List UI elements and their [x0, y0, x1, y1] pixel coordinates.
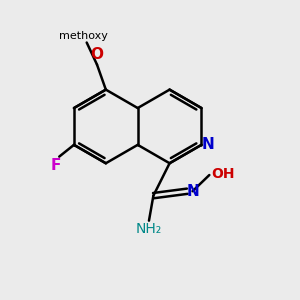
Text: O: O — [91, 47, 103, 62]
Text: F: F — [51, 158, 62, 173]
Text: N: N — [186, 184, 199, 199]
Text: NH₂: NH₂ — [136, 222, 162, 236]
Text: OH: OH — [211, 167, 234, 181]
Text: methoxy: methoxy — [59, 31, 108, 41]
Text: N: N — [202, 137, 214, 152]
